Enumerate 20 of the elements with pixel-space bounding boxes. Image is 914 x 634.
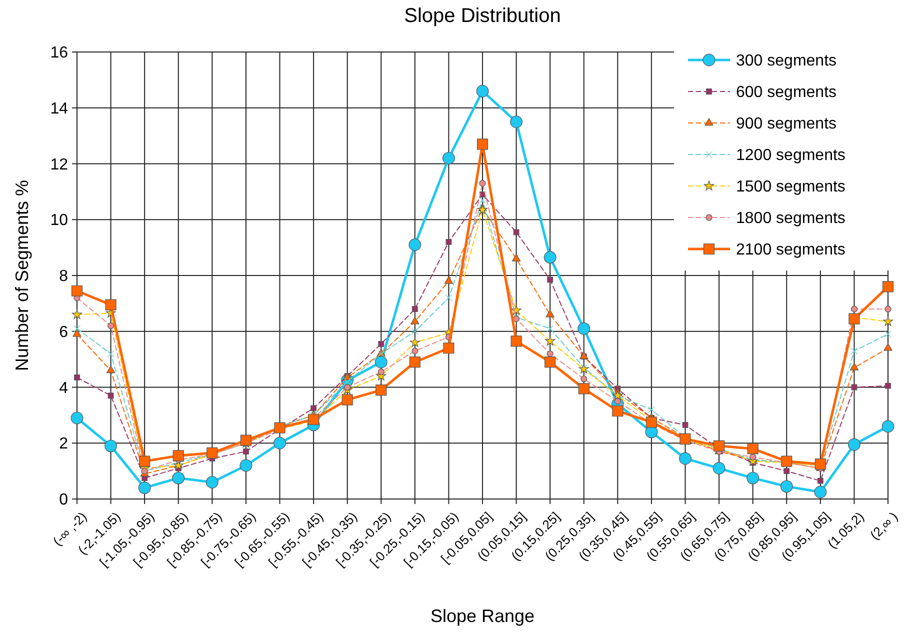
legend-label: 900 segments	[736, 116, 837, 133]
legend-label: 1800 segments	[736, 210, 846, 228]
chart-title: Slope Distribution	[404, 5, 561, 27]
y-tick-label: 0	[59, 492, 68, 509]
y-tick-label: 6	[59, 324, 68, 341]
legend-label: 1200 segments	[736, 147, 846, 164]
y-axis-title: Number of Segments %	[12, 180, 32, 372]
y-tick-label: 8	[59, 268, 68, 286]
x-axis-title: Slope Range	[430, 606, 535, 626]
legend-label: 300 segments	[736, 52, 837, 70]
y-tick-label: 10	[50, 212, 68, 230]
y-tick-label: 16	[50, 44, 68, 62]
legend-label: 1500 segments	[736, 178, 846, 196]
y-tick-label: 12	[50, 156, 68, 174]
y-tick-label: 14	[50, 100, 68, 118]
y-tick-label: 2	[59, 436, 68, 453]
x-tick-label: (2,∞ )	[867, 508, 901, 542]
legend-label: 2100 segments	[736, 242, 846, 259]
y-tick-label: 4	[59, 380, 68, 397]
legend-label: 600 segments	[736, 84, 837, 102]
